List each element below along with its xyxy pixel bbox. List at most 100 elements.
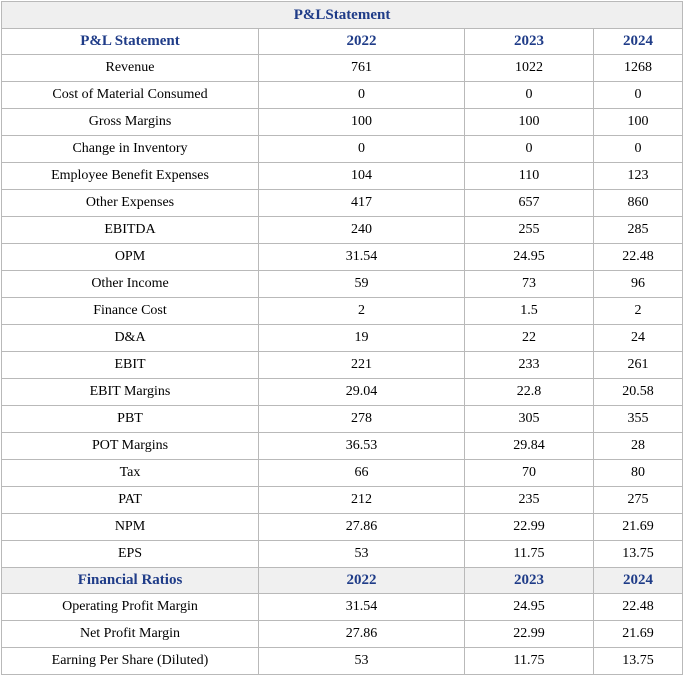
cell-value: 0 xyxy=(464,81,594,109)
cell-value: 11.75 xyxy=(464,647,594,675)
table-row-earning-per-share-diluted: Earning Per Share (Diluted) 53 11.75 13.75 xyxy=(1,647,683,675)
cell-value: 860 xyxy=(592,189,683,217)
table-row-pbt: PBT 278 305 355 xyxy=(1,405,683,433)
table-title: P&LStatement xyxy=(0,1,683,29)
cell-value: 0 xyxy=(258,135,465,163)
cell-value: 2 xyxy=(258,297,465,325)
table-row-pat: PAT 212 235 275 xyxy=(1,486,683,514)
row-label: D&A xyxy=(1,324,259,352)
cell-value: 100 xyxy=(258,108,465,136)
row-label: EPS xyxy=(1,540,259,568)
cell-value: 53 xyxy=(258,540,465,568)
cell-value: 0 xyxy=(592,81,683,109)
column-header-year: 2024 xyxy=(592,567,683,594)
pl-header-row: P&L Statement 2022 2023 2024 xyxy=(1,28,683,55)
table-row-npm: NPM 27.86 22.99 21.69 xyxy=(1,513,683,541)
column-header-year: 2022 xyxy=(258,567,465,594)
table-row-cost-of-material-consumed: Cost of Material Consumed 0 0 0 xyxy=(1,81,683,109)
table-row-revenue: Revenue 761 1022 1268 xyxy=(1,54,683,82)
cell-value: 27.86 xyxy=(258,620,465,648)
table-row-ebitda: EBITDA 240 255 285 xyxy=(1,216,683,244)
row-label: PAT xyxy=(1,486,259,514)
ratios-section: Financial Ratios 2022 2023 2024 Operating Pr… xyxy=(1,567,683,675)
cell-value: 53 xyxy=(258,647,465,675)
cell-value: 13.75 xyxy=(592,540,683,568)
cell-value: 73 xyxy=(464,270,594,298)
table-row-employee-benefit-expenses: Employee Benefit Expenses 104 110 123 xyxy=(1,162,683,190)
table-row-eps: EPS 53 11.75 13.75 xyxy=(1,540,683,568)
cell-value: 104 xyxy=(258,162,465,190)
table-title-row: P&LStatement xyxy=(0,1,683,29)
cell-value: 123 xyxy=(592,162,683,190)
row-label: Cost of Material Consumed xyxy=(1,81,259,109)
row-label: Revenue xyxy=(1,54,259,82)
row-label: EBIT xyxy=(1,351,259,379)
cell-value: 70 xyxy=(464,459,594,487)
cell-value: 275 xyxy=(592,486,683,514)
table-row-gross-margins: Gross Margins 100 100 100 xyxy=(1,108,683,136)
column-header-label: P&L Statement xyxy=(1,28,259,55)
table-row-pot-margins: POT Margins 36.53 29.84 28 xyxy=(1,432,683,460)
cell-value: 1.5 xyxy=(464,297,594,325)
column-header-year: 2022 xyxy=(258,28,465,55)
cell-value: 2 xyxy=(592,297,683,325)
cell-value: 22.48 xyxy=(592,243,683,271)
cell-value: 240 xyxy=(258,216,465,244)
cell-value: 355 xyxy=(592,405,683,433)
cell-value: 31.54 xyxy=(258,243,465,271)
row-label: Other Expenses xyxy=(1,189,259,217)
row-label: POT Margins xyxy=(1,432,259,460)
cell-value: 21.69 xyxy=(592,620,683,648)
cell-value: 110 xyxy=(464,162,594,190)
cell-value: 261 xyxy=(592,351,683,379)
table-row-tax: Tax 66 70 80 xyxy=(1,459,683,487)
cell-value: 255 xyxy=(464,216,594,244)
cell-value: 0 xyxy=(592,135,683,163)
row-label: Operating Profit Margin xyxy=(1,593,259,621)
cell-value: 1268 xyxy=(592,54,683,82)
cell-value: 29.84 xyxy=(464,432,594,460)
row-label: Change in Inventory xyxy=(1,135,259,163)
row-label: NPM xyxy=(1,513,259,541)
cell-value: 657 xyxy=(464,189,594,217)
cell-value: 19 xyxy=(258,324,465,352)
row-label: EBITDA xyxy=(1,216,259,244)
cell-value: 22.99 xyxy=(464,620,594,648)
cell-value: 417 xyxy=(258,189,465,217)
cell-value: 278 xyxy=(258,405,465,433)
cell-value: 761 xyxy=(258,54,465,82)
column-header-year: 2023 xyxy=(464,567,594,594)
column-header-year: 2023 xyxy=(464,28,594,55)
table-row-other-income: Other Income 59 73 96 xyxy=(1,270,683,298)
row-label: Earning Per Share (Diluted) xyxy=(1,647,259,675)
row-label: Finance Cost xyxy=(1,297,259,325)
cell-value: 21.69 xyxy=(592,513,683,541)
table-row-net-profit-margin: Net Profit Margin 27.86 22.99 21.69 xyxy=(1,620,683,648)
table-row-finance-cost: Finance Cost 2 1.5 2 xyxy=(1,297,683,325)
cell-value: 11.75 xyxy=(464,540,594,568)
cell-value: 100 xyxy=(592,108,683,136)
cell-value: 22.48 xyxy=(592,593,683,621)
cell-value: 22 xyxy=(464,324,594,352)
row-label: Tax xyxy=(1,459,259,487)
ratios-header-row: Financial Ratios 2022 2023 2024 xyxy=(1,567,683,594)
cell-value: 80 xyxy=(592,459,683,487)
cell-value: 233 xyxy=(464,351,594,379)
row-label: Employee Benefit Expenses xyxy=(1,162,259,190)
row-label: Gross Margins xyxy=(1,108,259,136)
cell-value: 36.53 xyxy=(258,432,465,460)
row-label: Net Profit Margin xyxy=(1,620,259,648)
table-row-other-expenses: Other Expenses 417 657 860 xyxy=(1,189,683,217)
cell-value: 22.8 xyxy=(464,378,594,406)
cell-value: 285 xyxy=(592,216,683,244)
cell-value: 20.58 xyxy=(592,378,683,406)
column-header-year: 2024 xyxy=(592,28,683,55)
table-row-opm: OPM 31.54 24.95 22.48 xyxy=(1,243,683,271)
cell-value: 221 xyxy=(258,351,465,379)
cell-value: 27.86 xyxy=(258,513,465,541)
cell-value: 22.99 xyxy=(464,513,594,541)
cell-value: 0 xyxy=(258,81,465,109)
cell-value: 66 xyxy=(258,459,465,487)
table-row-ebit: EBIT 221 233 261 xyxy=(1,351,683,379)
